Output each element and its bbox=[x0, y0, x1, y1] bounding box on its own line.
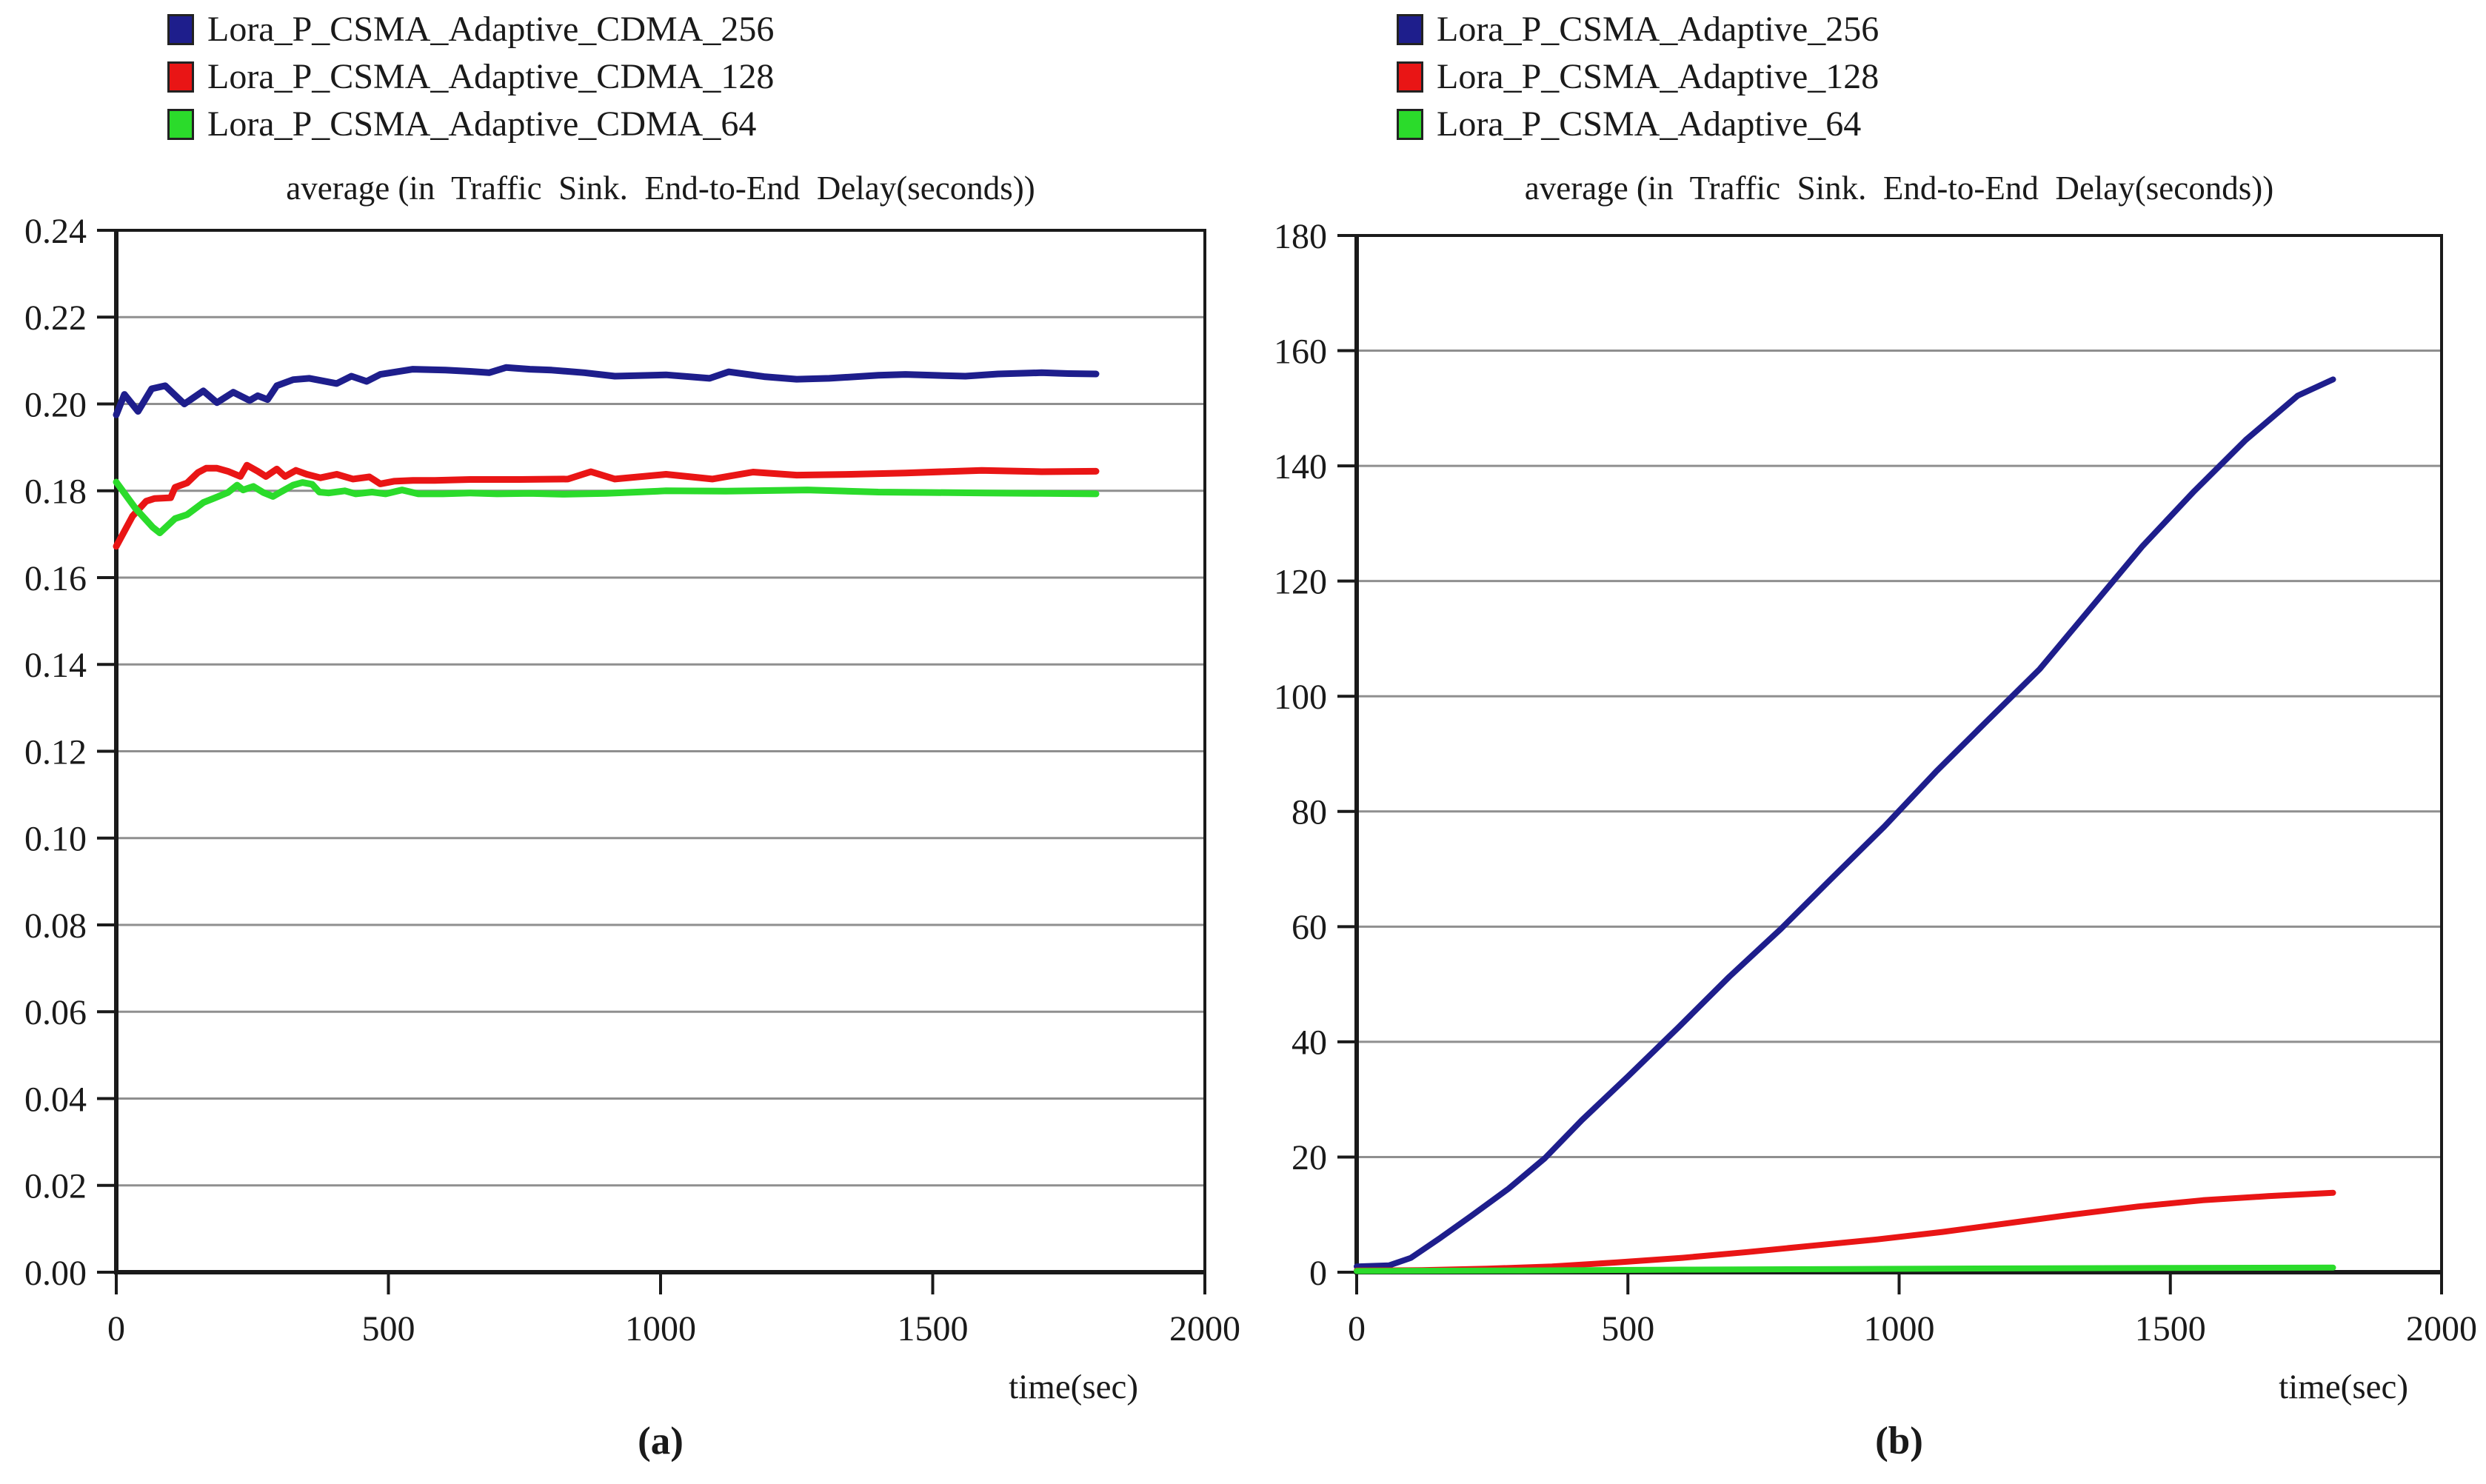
legend-label: Lora_P_CSMA_Adaptive_256 bbox=[1437, 10, 1879, 49]
legend-item: Lora_P_CSMA_Adaptive_CDMA_64 bbox=[167, 104, 774, 145]
legend-label: Lora_P_CSMA_Adaptive_64 bbox=[1437, 104, 1862, 144]
legend-label: Lora_P_CSMA_Adaptive_CDMA_64 bbox=[207, 104, 757, 144]
svg-text:0: 0 bbox=[107, 1309, 125, 1348]
svg-text:1000: 1000 bbox=[625, 1309, 696, 1348]
legend-item: Lora_P_CSMA_Adaptive_64 bbox=[1397, 104, 1879, 145]
legend-swatch-green bbox=[167, 109, 194, 140]
legend-swatch-blue bbox=[1397, 14, 1423, 45]
x-axis-label: time(sec) bbox=[1009, 1368, 1138, 1406]
svg-text:0.14: 0.14 bbox=[24, 646, 87, 685]
svg-text:160: 160 bbox=[1274, 332, 1327, 371]
subfigure-caption: (b) bbox=[1875, 1420, 1923, 1463]
x-axis-label: time(sec) bbox=[2279, 1368, 2408, 1406]
legend-item: Lora_P_CSMA_Adaptive_256 bbox=[1397, 9, 1879, 50]
svg-text:0.04: 0.04 bbox=[24, 1080, 87, 1119]
chart-title: average (in Traffic Sink. End-to-End Del… bbox=[1524, 170, 2274, 207]
legend-swatch-blue bbox=[167, 14, 194, 45]
svg-text:0.10: 0.10 bbox=[24, 820, 87, 859]
svg-text:180: 180 bbox=[1274, 217, 1327, 256]
legend-a: Lora_P_CSMA_Adaptive_CDMA_256 Lora_P_CSM… bbox=[167, 9, 774, 145]
legend-label: Lora_P_CSMA_Adaptive_CDMA_128 bbox=[207, 57, 775, 96]
svg-text:60: 60 bbox=[1292, 908, 1327, 947]
legend-item: Lora_P_CSMA_Adaptive_128 bbox=[1397, 56, 1879, 98]
svg-text:100: 100 bbox=[1274, 678, 1327, 717]
svg-text:40: 40 bbox=[1292, 1023, 1327, 1063]
svg-text:0: 0 bbox=[1309, 1254, 1327, 1293]
legend-swatch-red bbox=[1397, 61, 1423, 93]
svg-text:0.18: 0.18 bbox=[24, 472, 87, 512]
legend-item: Lora_P_CSMA_Adaptive_CDMA_128 bbox=[167, 56, 774, 98]
svg-text:0.22: 0.22 bbox=[24, 298, 87, 338]
svg-text:0: 0 bbox=[1348, 1309, 1366, 1348]
chart-title: average (in Traffic Sink. End-to-End Del… bbox=[286, 170, 1035, 207]
svg-text:1500: 1500 bbox=[2135, 1309, 2206, 1348]
legend-label: Lora_P_CSMA_Adaptive_CDMA_256 bbox=[207, 10, 775, 49]
svg-text:0.00: 0.00 bbox=[24, 1254, 87, 1293]
svg-text:0.24: 0.24 bbox=[24, 212, 87, 251]
svg-text:140: 140 bbox=[1274, 447, 1327, 487]
legend-label: Lora_P_CSMA_Adaptive_128 bbox=[1437, 57, 1879, 96]
svg-text:0.02: 0.02 bbox=[24, 1167, 87, 1206]
svg-text:1500: 1500 bbox=[898, 1309, 969, 1348]
legend-swatch-green bbox=[1397, 109, 1423, 140]
svg-text:0.12: 0.12 bbox=[24, 732, 87, 772]
subfigure-caption: (a) bbox=[638, 1420, 684, 1463]
svg-text:2000: 2000 bbox=[1169, 1309, 1240, 1348]
svg-text:0.06: 0.06 bbox=[24, 993, 87, 1032]
svg-text:0.20: 0.20 bbox=[24, 385, 87, 424]
svg-text:0.08: 0.08 bbox=[24, 906, 87, 946]
svg-text:1000: 1000 bbox=[1864, 1309, 1935, 1348]
svg-text:20: 20 bbox=[1292, 1138, 1327, 1177]
svg-text:2000: 2000 bbox=[2406, 1309, 2477, 1348]
svg-text:500: 500 bbox=[362, 1309, 415, 1348]
svg-text:120: 120 bbox=[1274, 562, 1327, 601]
svg-text:500: 500 bbox=[1601, 1309, 1654, 1348]
svg-text:80: 80 bbox=[1292, 793, 1327, 832]
legend-swatch-red bbox=[167, 61, 194, 93]
legend-item: Lora_P_CSMA_Adaptive_CDMA_256 bbox=[167, 9, 774, 50]
svg-text:0.16: 0.16 bbox=[24, 559, 87, 598]
legend-b: Lora_P_CSMA_Adaptive_256 Lora_P_CSMA_Ada… bbox=[1397, 9, 1879, 145]
